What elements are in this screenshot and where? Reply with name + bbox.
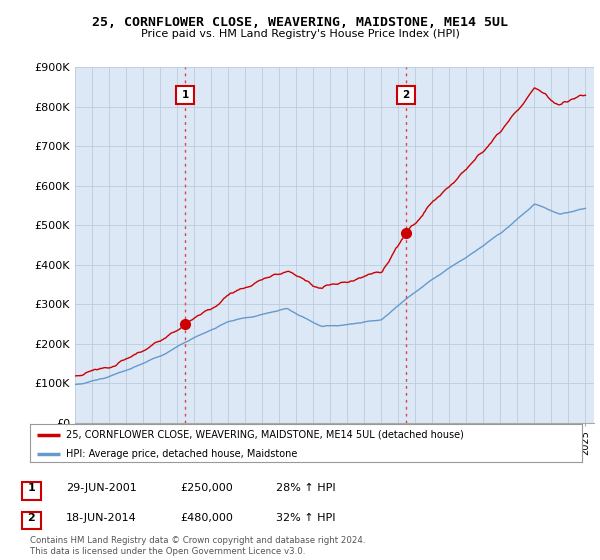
Text: 1: 1 [182, 90, 189, 100]
Text: 25, CORNFLOWER CLOSE, WEAVERING, MAIDSTONE, ME14 5UL: 25, CORNFLOWER CLOSE, WEAVERING, MAIDSTO… [92, 16, 508, 29]
Text: Price paid vs. HM Land Registry's House Price Index (HPI): Price paid vs. HM Land Registry's House … [140, 29, 460, 39]
Text: 1: 1 [28, 483, 35, 493]
Text: £250,000: £250,000 [180, 483, 233, 493]
Text: 2: 2 [28, 513, 35, 523]
Text: 18-JUN-2014: 18-JUN-2014 [66, 513, 137, 523]
Text: Contains HM Land Registry data © Crown copyright and database right 2024.
This d: Contains HM Land Registry data © Crown c… [30, 536, 365, 556]
Text: 29-JUN-2001: 29-JUN-2001 [66, 483, 137, 493]
Text: 28% ↑ HPI: 28% ↑ HPI [276, 483, 335, 493]
Text: HPI: Average price, detached house, Maidstone: HPI: Average price, detached house, Maid… [66, 449, 297, 459]
Text: 32% ↑ HPI: 32% ↑ HPI [276, 513, 335, 523]
Text: 25, CORNFLOWER CLOSE, WEAVERING, MAIDSTONE, ME14 5UL (detached house): 25, CORNFLOWER CLOSE, WEAVERING, MAIDSTO… [66, 430, 464, 440]
Text: 2: 2 [403, 90, 410, 100]
Text: £480,000: £480,000 [180, 513, 233, 523]
